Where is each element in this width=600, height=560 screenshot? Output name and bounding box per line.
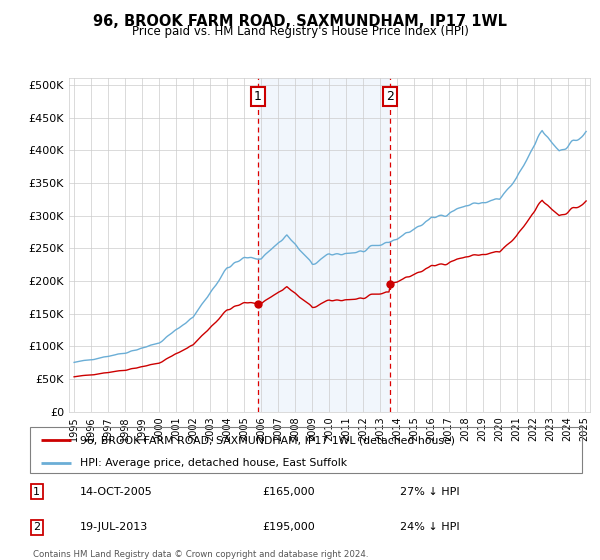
Text: Price paid vs. HM Land Registry's House Price Index (HPI): Price paid vs. HM Land Registry's House … bbox=[131, 25, 469, 38]
Text: 27% ↓ HPI: 27% ↓ HPI bbox=[400, 487, 460, 497]
Text: 24% ↓ HPI: 24% ↓ HPI bbox=[400, 522, 460, 532]
Text: 1: 1 bbox=[254, 90, 262, 103]
Text: 2: 2 bbox=[386, 90, 394, 103]
Text: £195,000: £195,000 bbox=[262, 522, 314, 532]
Text: 2: 2 bbox=[33, 522, 40, 532]
Text: 1: 1 bbox=[33, 487, 40, 497]
Bar bbox=[258, 78, 390, 412]
Text: 14-OCT-2005: 14-OCT-2005 bbox=[80, 487, 152, 497]
Text: HPI: Average price, detached house, East Suffolk: HPI: Average price, detached house, East… bbox=[80, 458, 347, 468]
Text: 19-JUL-2013: 19-JUL-2013 bbox=[80, 522, 148, 532]
Text: 96, BROOK FARM ROAD, SAXMUNDHAM, IP17 1WL: 96, BROOK FARM ROAD, SAXMUNDHAM, IP17 1W… bbox=[93, 14, 507, 29]
Text: £165,000: £165,000 bbox=[262, 487, 314, 497]
Text: Contains HM Land Registry data © Crown copyright and database right 2024.
This d: Contains HM Land Registry data © Crown c… bbox=[33, 550, 368, 560]
Text: 96, BROOK FARM ROAD, SAXMUNDHAM, IP17 1WL (detached house): 96, BROOK FARM ROAD, SAXMUNDHAM, IP17 1W… bbox=[80, 435, 455, 445]
